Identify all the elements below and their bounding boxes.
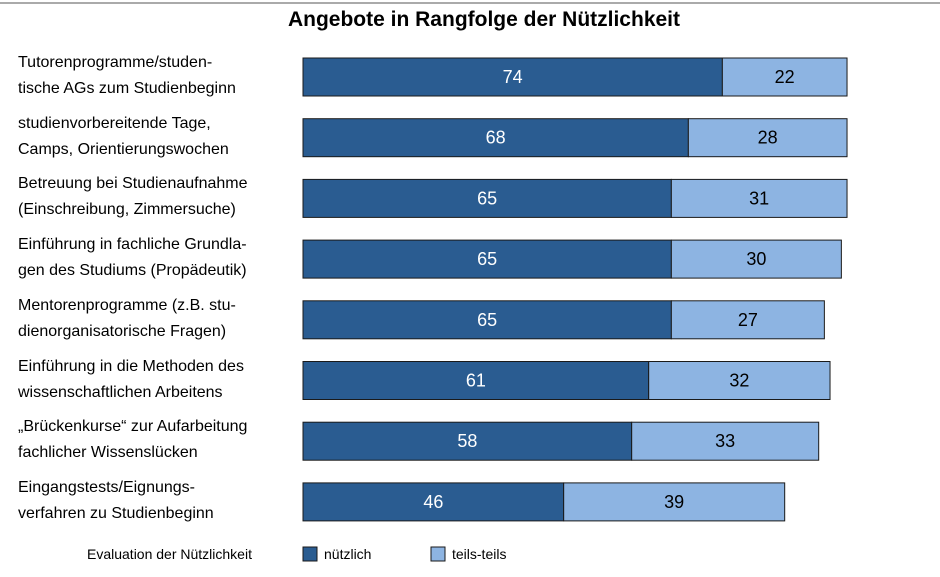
bar-segment xyxy=(631,421,820,461)
bar-segment xyxy=(302,421,633,461)
value-label: 46 xyxy=(423,492,443,512)
bar-segment xyxy=(721,57,848,97)
value-label: 61 xyxy=(466,371,486,391)
value-label: 30 xyxy=(746,249,766,269)
value-label: 39 xyxy=(664,492,684,512)
value-label: 68 xyxy=(486,128,506,148)
bar-segment xyxy=(563,482,786,522)
category-label: Betreuung bei Studienaufnahme (Einschrei… xyxy=(18,175,248,219)
value-label: 58 xyxy=(457,431,477,451)
bar-segment xyxy=(302,239,672,279)
category-label: studienvorbereitende Tage, Camps, Orient… xyxy=(18,114,229,158)
bar-segment xyxy=(302,300,672,340)
chart-title: Angebote in Rangfolge der Nützlichkeit xyxy=(287,8,681,31)
legend-label: teils-teils xyxy=(452,546,506,562)
bar-segment xyxy=(648,361,831,400)
bar-segment xyxy=(670,300,825,340)
category-label: Eingangstests/Eignungs- verfahren zu Stu… xyxy=(18,478,214,522)
legend-label: nützlich xyxy=(324,546,371,562)
category-label: Mentorenprogramme (z.B. stu- dienorganis… xyxy=(18,296,236,340)
bar-segment xyxy=(302,178,672,218)
value-label: 74 xyxy=(503,67,523,87)
category-label: Einführung in fachliche Grundla- gen des… xyxy=(18,236,247,280)
category-label: Tutorenprogramme/studen- tische AGs zum … xyxy=(18,54,236,97)
legend-swatch xyxy=(302,546,318,562)
value-label: 28 xyxy=(758,128,778,148)
value-label: 32 xyxy=(729,371,749,391)
bar-segment xyxy=(302,482,565,522)
bar-segment xyxy=(302,118,689,158)
legend-swatch xyxy=(430,546,446,562)
bar-segment xyxy=(302,361,650,400)
value-label: 33 xyxy=(715,431,735,451)
value-label: 65 xyxy=(477,310,497,330)
value-label: 65 xyxy=(477,188,497,208)
category-label: Einführung in die Methoden des wissensch… xyxy=(18,357,244,401)
value-label: 22 xyxy=(775,67,795,87)
value-label: 65 xyxy=(477,249,497,269)
bar-segment xyxy=(670,239,842,279)
bar-segment xyxy=(687,118,848,158)
value-label: 31 xyxy=(749,188,769,208)
legend-title: Evaluation der Nützlichkeit xyxy=(87,546,252,562)
bar-segment xyxy=(670,178,848,218)
category-label: „Brückenkurse“ zur Aufarbeitung fachlich… xyxy=(18,418,248,462)
value-label: 27 xyxy=(738,310,758,330)
